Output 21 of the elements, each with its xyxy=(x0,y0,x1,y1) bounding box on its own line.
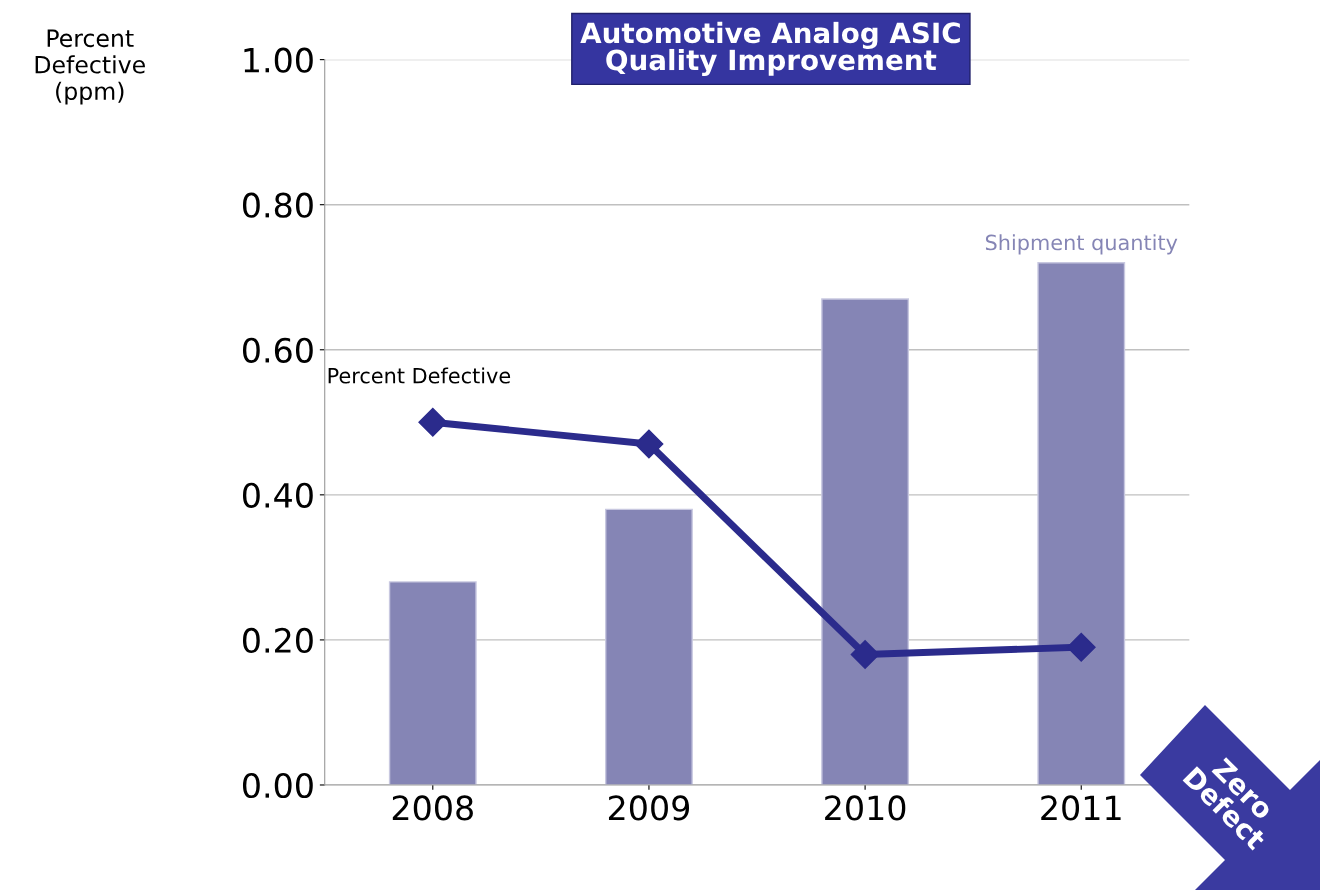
x-tick-label: 2009 xyxy=(608,795,690,821)
x-tick-label: 2010 xyxy=(825,795,906,821)
bar xyxy=(1037,262,1126,785)
y-tick-label: 0.40 xyxy=(242,482,313,508)
bar xyxy=(388,581,477,785)
y-tick-label: 0.80 xyxy=(242,192,313,218)
x-tick-label: 2011 xyxy=(1041,795,1121,821)
y-tick-label: 0.20 xyxy=(242,627,313,654)
point xyxy=(850,639,880,669)
chart-title: Automotive Analog ASIC Quality Improvement xyxy=(580,21,960,77)
bar xyxy=(821,298,910,785)
point xyxy=(418,407,448,437)
y-tick-label: 1.00 xyxy=(244,47,313,73)
y-axis-title: Percent Defective (ppm) xyxy=(35,29,145,105)
y-tick-label: 0.60 xyxy=(242,337,313,363)
x-tick-label: 2008 xyxy=(392,795,473,821)
series-label: Percent Defective xyxy=(328,367,511,384)
bar xyxy=(605,508,693,785)
series-label: Shipment quantity xyxy=(985,234,1178,255)
point xyxy=(634,429,664,459)
y-tick-label: 0.00 xyxy=(242,772,313,799)
